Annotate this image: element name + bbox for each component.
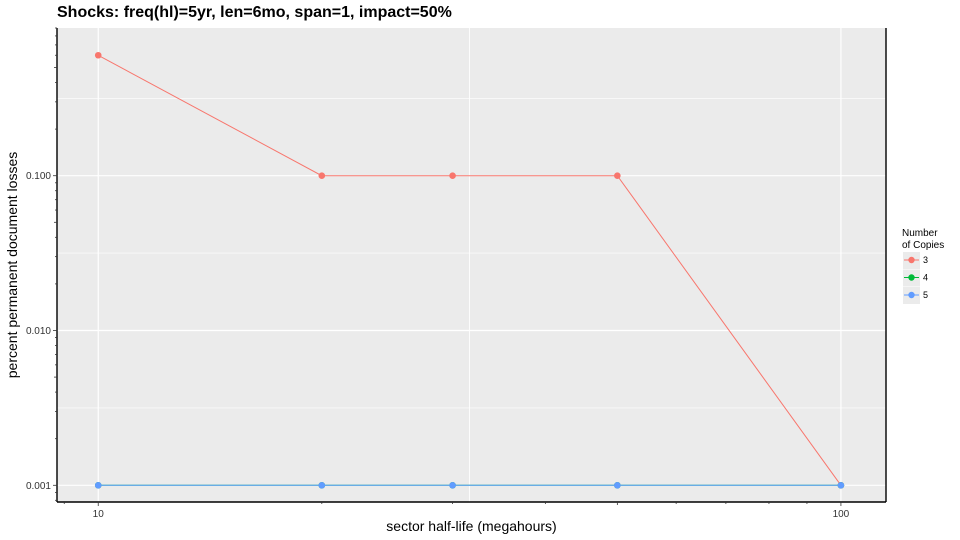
data-point [449, 172, 456, 180]
x-axis-title: sector half-life (megahours) [386, 518, 556, 534]
y-tick-label: 0.001 [26, 481, 51, 492]
legend-item-4: 4 [903, 269, 928, 287]
legend-key-point [908, 256, 915, 264]
data-point [614, 481, 621, 489]
data-point [94, 51, 102, 59]
data-point [318, 172, 326, 180]
data-point [449, 481, 456, 489]
axes [56, 28, 887, 503]
y-axis-title: percent permanent document losses [4, 152, 20, 378]
y-tick-label: 0.010 [26, 326, 51, 337]
legend-keys: 3 4 5 [903, 252, 928, 304]
legend-label: 4 [923, 273, 928, 283]
legend-item-5: 5 [903, 287, 928, 304]
series-layer [94, 51, 845, 489]
legend-label: 5 [923, 290, 928, 300]
y-tick-label: 0.100 [26, 171, 51, 182]
chart-title: Shocks: freq(hl)=5yr, len=6mo, span=1, i… [57, 4, 452, 21]
legend-item-3: 3 [903, 252, 928, 269]
plot-panel [57, 28, 886, 502]
legend-label: 3 [923, 255, 928, 265]
data-point [94, 481, 102, 489]
legend-key-point [908, 274, 915, 281]
series-5 [94, 481, 845, 489]
legend: Number of Copies 3 4 5 [902, 228, 944, 304]
legend-title-line-1: Number [902, 228, 938, 239]
series-3 [94, 51, 845, 489]
legend-title-line-2: of Copies [902, 240, 944, 251]
data-point [837, 481, 845, 489]
x-axis-ticks: 10 100 [63, 502, 850, 520]
x-tick-label: 100 [833, 509, 850, 520]
data-point [614, 172, 621, 180]
data-point [318, 481, 326, 489]
x-tick-label: 10 [93, 509, 105, 520]
legend-key-point [908, 291, 915, 299]
y-axis-ticks: 0.001 0.010 0.100 [26, 27, 57, 501]
grid-minor [57, 28, 886, 502]
